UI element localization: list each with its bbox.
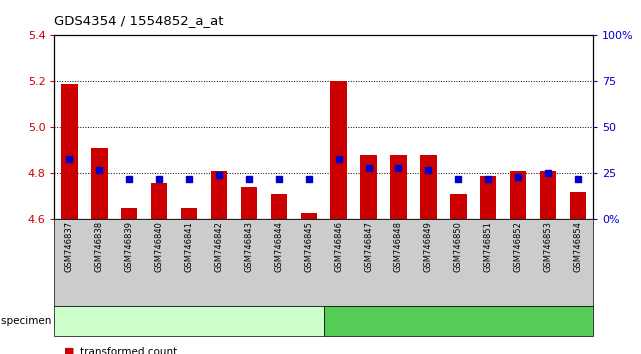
Bar [540, 171, 556, 219]
Bar [331, 81, 347, 219]
Bar [91, 148, 108, 219]
Text: GSM746849: GSM746849 [424, 221, 433, 272]
Text: GDS4354 / 1554852_a_at: GDS4354 / 1554852_a_at [54, 14, 224, 27]
Text: post-surgical: post-surgical [422, 316, 494, 326]
Bar [510, 171, 526, 219]
Bar [390, 155, 406, 219]
Bar [211, 171, 228, 219]
Text: transformed count: transformed count [80, 347, 178, 354]
Text: GSM746840: GSM746840 [154, 221, 163, 272]
Text: GSM746847: GSM746847 [364, 221, 373, 272]
Text: GSM746850: GSM746850 [454, 221, 463, 272]
Bar [301, 212, 317, 219]
Text: GSM746845: GSM746845 [304, 221, 313, 272]
Bar [62, 84, 78, 219]
Text: GSM746853: GSM746853 [544, 221, 553, 272]
Text: ■: ■ [64, 347, 74, 354]
Text: GSM746846: GSM746846 [334, 221, 343, 272]
Text: GSM746842: GSM746842 [215, 221, 224, 272]
Text: GSM746844: GSM746844 [274, 221, 283, 272]
Text: GSM746854: GSM746854 [574, 221, 583, 272]
Text: pre-surgical: pre-surgical [156, 316, 222, 326]
Bar [480, 176, 496, 219]
Bar [271, 194, 287, 219]
Text: GSM746852: GSM746852 [513, 221, 522, 272]
Bar [151, 183, 167, 219]
Text: GSM746837: GSM746837 [65, 221, 74, 272]
Text: specimen ▶: specimen ▶ [1, 316, 62, 326]
Text: GSM746838: GSM746838 [95, 221, 104, 272]
Text: GSM746839: GSM746839 [125, 221, 134, 272]
Bar [420, 155, 437, 219]
Text: GSM746843: GSM746843 [244, 221, 253, 272]
Bar [450, 194, 467, 219]
Text: GSM746841: GSM746841 [185, 221, 194, 272]
Bar [181, 208, 197, 219]
Bar [121, 208, 138, 219]
Text: GSM746848: GSM746848 [394, 221, 403, 272]
Text: GSM746851: GSM746851 [484, 221, 493, 272]
Bar [360, 155, 377, 219]
Bar [570, 192, 587, 219]
Bar [241, 187, 257, 219]
